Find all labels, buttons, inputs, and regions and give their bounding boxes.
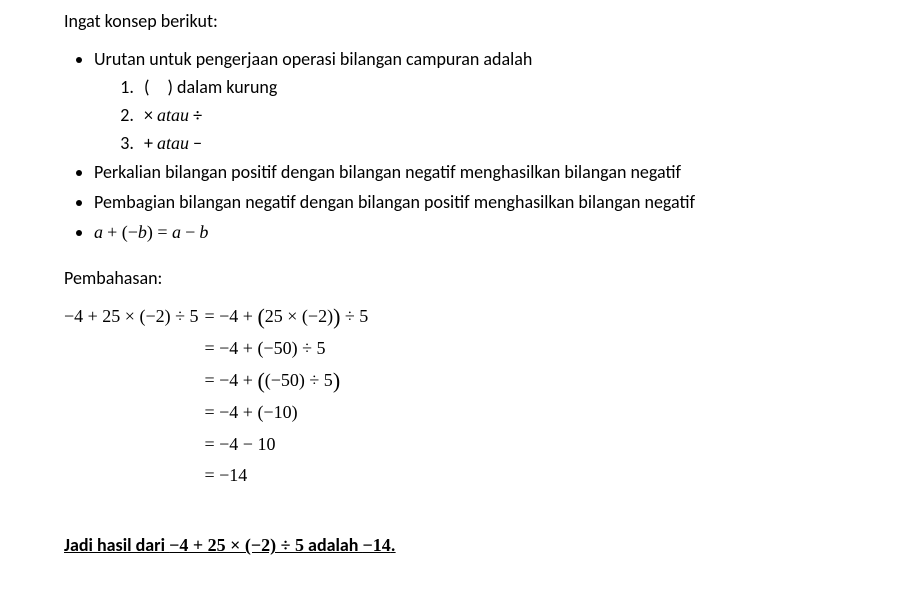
order-sub-list: ( ) dalam kurung × atau ÷ + atau − (94, 74, 844, 158)
step-r4: = −4 + (−10) (204, 399, 368, 427)
step-r1: = −4 + (25 × (−2)) ÷ 5 (204, 303, 368, 331)
section-label: Pembahasan: (64, 265, 844, 293)
step-r3: = −4 + ((−50) ÷ 5) (204, 367, 368, 395)
order-step-parens: ( ) dalam kurung (138, 74, 844, 102)
step-r6: = −14 (204, 462, 368, 490)
order-step-muldiv: × atau ÷ (138, 102, 844, 130)
step-r5: = −4 − 10 (204, 431, 368, 459)
step-lhs: −4 + 25 × (−2) ÷ 5 (64, 303, 198, 331)
final-answer: Jadi hasil dari −4 + 25 × (−2) ÷ 5 adala… (64, 532, 844, 560)
step-r2: = −4 + (−50) ÷ 5 (204, 335, 368, 363)
concept-item-order: Urutan untuk pengerjaan operasi bilangan… (94, 46, 844, 158)
concept-list: Urutan untuk pengerjaan operasi bilangan… (64, 46, 844, 247)
worked-steps: −4 + 25 × (−2) ÷ 5 = −4 + (25 × (−2)) ÷ … (64, 303, 844, 490)
order-step-addsub: + atau − (138, 130, 844, 158)
intro-line: Ingat konsep berikut: (64, 8, 844, 36)
concept-item-identity: a + (−b) = a − b (94, 219, 844, 247)
concept-item-posneg-mul: Perkalian bilangan positif dengan bilang… (94, 159, 844, 187)
document-root: Ingat konsep berikut: Urutan untuk penge… (0, 0, 904, 560)
concept-item-negpos-div: Pembagian bilangan negatif dengan bilang… (94, 189, 844, 217)
concept-order-text: Urutan untuk pengerjaan operasi bilangan… (94, 48, 532, 70)
